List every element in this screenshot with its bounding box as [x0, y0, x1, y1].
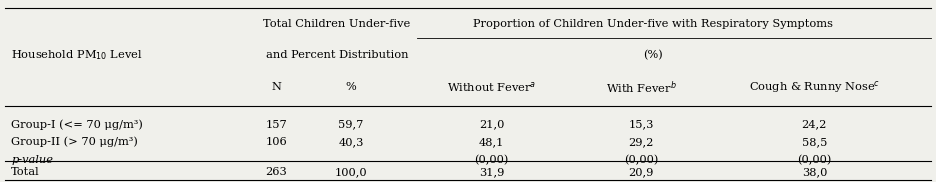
Text: Total Children Under-five: Total Children Under-five	[263, 19, 411, 29]
Text: Without Fever$^{a}$: Without Fever$^{a}$	[446, 80, 536, 94]
Text: 48,1: 48,1	[478, 137, 505, 147]
Text: 157: 157	[265, 120, 287, 130]
Text: 29,2: 29,2	[628, 137, 654, 147]
Text: 24,2: 24,2	[801, 120, 827, 130]
Text: N: N	[271, 82, 281, 92]
Text: 40,3: 40,3	[338, 137, 364, 147]
Text: 263: 263	[265, 167, 287, 177]
Text: p-value: p-value	[11, 155, 53, 165]
Text: Proportion of Children Under-five with Respiratory Symptoms: Proportion of Children Under-five with R…	[473, 19, 833, 29]
Text: 106: 106	[265, 137, 287, 147]
Text: 21,0: 21,0	[478, 120, 505, 130]
Text: (0,00): (0,00)	[475, 155, 508, 165]
Text: Household PM$_{10}$ Level: Household PM$_{10}$ Level	[11, 49, 142, 62]
Text: 31,9: 31,9	[478, 167, 505, 177]
Text: 20,9: 20,9	[628, 167, 654, 177]
Text: (0,00): (0,00)	[797, 155, 831, 165]
Text: With Fever$^{b}$: With Fever$^{b}$	[606, 79, 677, 96]
Text: %: %	[345, 82, 357, 92]
Text: (%): (%)	[643, 50, 663, 60]
Text: and Percent Distribution: and Percent Distribution	[266, 50, 408, 60]
Text: 100,0: 100,0	[335, 167, 367, 177]
Text: Group-II (> 70 μg/m³): Group-II (> 70 μg/m³)	[11, 137, 139, 147]
Text: 15,3: 15,3	[628, 120, 654, 130]
Text: Cough & Runny Nose$^{c}$: Cough & Runny Nose$^{c}$	[749, 79, 880, 95]
Text: 38,0: 38,0	[801, 167, 827, 177]
Text: Total: Total	[11, 167, 40, 177]
Text: 59,7: 59,7	[338, 120, 364, 130]
Text: Group-I (<= 70 μg/m³): Group-I (<= 70 μg/m³)	[11, 119, 143, 130]
Text: 58,5: 58,5	[801, 137, 827, 147]
Text: (0,00): (0,00)	[624, 155, 658, 165]
